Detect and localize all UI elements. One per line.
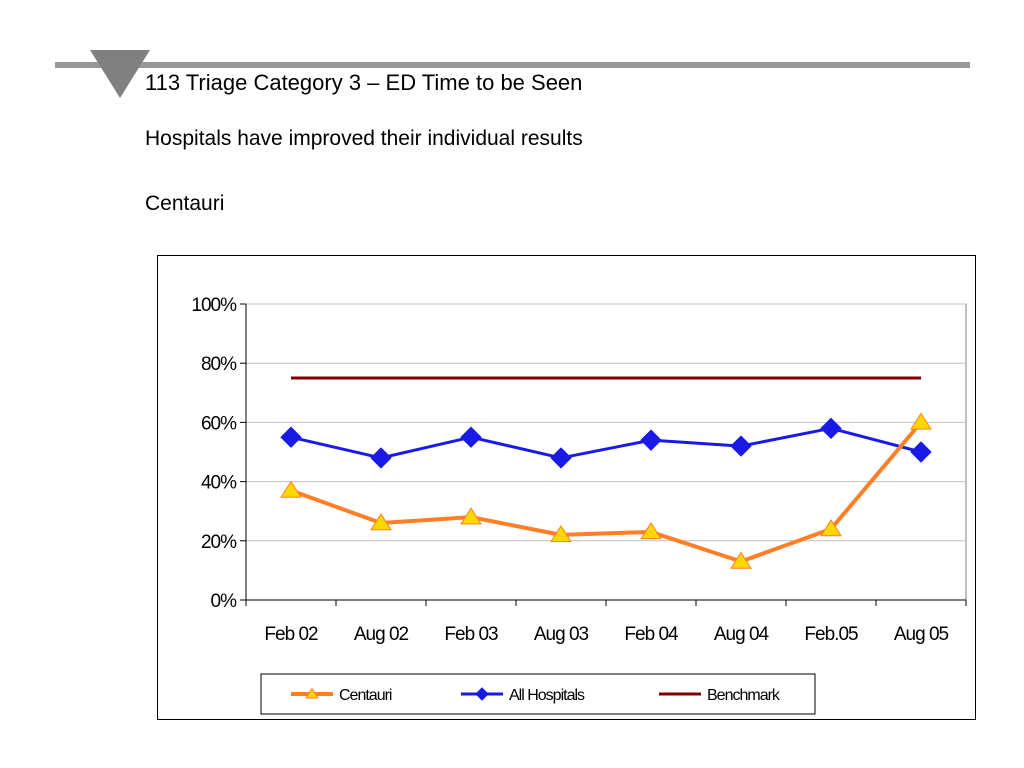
legend [260,673,816,715]
all-hospitals-point [640,429,662,451]
all-hospitals-point [550,447,572,469]
y-tick-label: 100% [191,295,237,316]
chart-frame: 0% 20% 40% 60% 80% 100% Feb 02 Aug 02 Feb 03 Aug … [157,255,976,720]
centauri-point [370,513,392,531]
legend-label: Centauri [339,687,392,704]
legend-label: All Hospitals [509,687,585,704]
x-tick-label: Feb 02 [264,624,318,645]
legend-diamond-icon [475,687,489,701]
all-hospitals-point [460,426,482,448]
y-tick-label: 20% [201,532,237,553]
x-tick-label: Feb 03 [444,624,498,645]
line-chart: 0% 20% 40% 60% 80% 100% Feb 02 Aug 02 Feb 03 Aug … [191,295,967,715]
y-tick-label: 60% [201,413,237,434]
plot-area [245,303,967,601]
centauri-point [460,507,482,525]
slide-subtitle: Hospitals have improved their individual… [145,127,583,150]
header-rule [55,62,970,68]
centauri-point [280,480,302,498]
y-tick-label: 80% [201,354,237,375]
centauri-point [550,524,572,543]
all-hospitals-point [730,435,752,457]
x-tick-label: Feb 04 [624,624,679,645]
all-hospitals-point [820,417,842,440]
all-hospitals-point [910,441,932,463]
series-line-centauri [290,421,923,564]
legend-label: Benchmark [707,687,781,704]
centauri-point [730,551,752,569]
y-tick-label: 0% [211,591,238,612]
series-line-all-hospitals [290,426,922,460]
x-tick-label: Aug 03 [534,624,589,645]
x-tick-label: Aug 05 [894,624,949,645]
x-tick-label: Aug 02 [354,624,409,645]
section-label: Centauri [145,192,225,215]
x-tick-label: Aug 04 [714,624,770,645]
y-tick-label: 40% [201,473,237,494]
slide-title: 113 Triage Category 3 – ED Time to be Se… [145,70,583,95]
all-hospitals-point [370,447,392,469]
header-triangle-icon [90,50,150,98]
all-hospitals-point [280,426,302,448]
legend-triangle-icon [305,687,319,699]
centauri-point [910,412,932,430]
centauri-point [820,519,842,537]
centauri-point [640,521,662,540]
x-tick-label: Feb.05 [804,624,858,645]
